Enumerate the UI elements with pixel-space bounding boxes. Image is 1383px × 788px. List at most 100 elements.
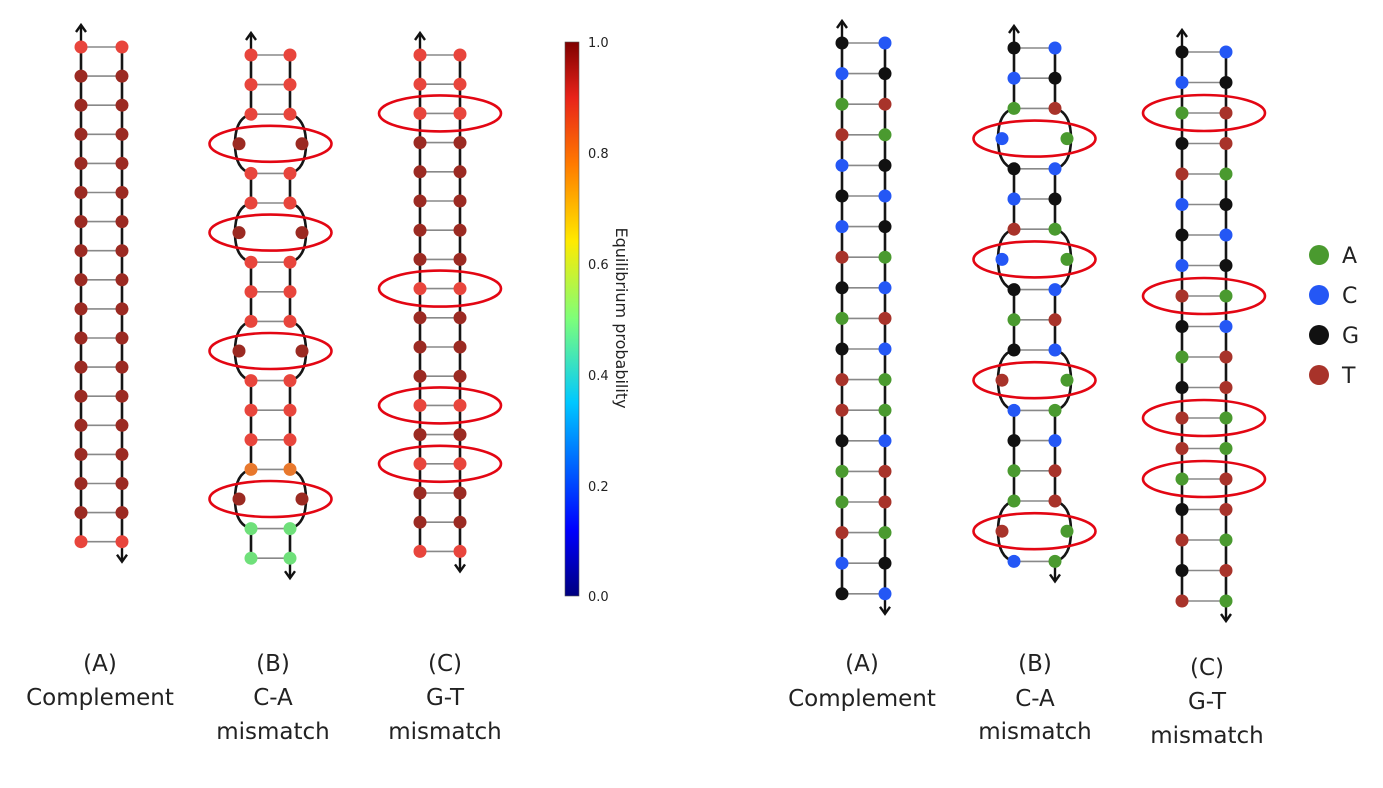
nucleotide-node [1048,403,1062,417]
nucleotide-node [1048,554,1062,568]
nucleotide-node [283,48,297,62]
nucleotide-node [1219,106,1233,120]
nucleotide-node [835,128,849,142]
nucleotide-node [1219,381,1233,394]
nucleotide-node [878,342,892,356]
nucleotide-node [453,311,467,325]
colorbar-tick: 0.8 [588,147,609,162]
strand-arrow-icon [1176,27,1188,38]
nucleotide-node [835,464,849,478]
probability-panel [74,22,503,581]
nucleotide-node [115,40,129,54]
mismatch-highlight-ring [1141,276,1267,316]
colorbar-tick: 0.4 [588,369,609,384]
nucleotide-node [453,398,467,412]
nucleotide-node [115,98,129,112]
nucleotide-node [835,526,849,540]
nucleotide-node [1007,554,1021,568]
nucleotide-node [115,69,129,83]
nucleotide-node [283,462,297,476]
captions-right: (A) Complement (B) C-A mismatch (C) G-T … [788,651,1264,749]
mismatch-highlight-ring [208,331,333,371]
mismatch-highlight-ring [208,124,333,164]
nucleotide-node [1175,228,1189,242]
nucleotide-node [1175,411,1189,425]
nucleotide-node [413,106,427,120]
nucleotide-node [413,457,427,471]
nucleotide-node [835,434,849,448]
nucleotide-node [835,373,849,387]
nucleotide-node [1048,162,1062,176]
nucleotide-node [835,67,849,81]
nucleotide-node [283,433,297,447]
mismatch-highlight-ring [1141,398,1267,438]
nucleotide-node [1048,434,1062,448]
legend-label-t: T [1341,364,1356,389]
nucleotide-node [878,464,892,478]
nucleotide-node [283,166,297,180]
nucleotide-node [283,551,297,565]
nucleotide-node [878,311,892,325]
nucleotide-node [244,255,258,269]
nucleotide-node [1219,472,1233,486]
strand-arrow-icon [879,606,891,616]
nucleotide-node [1175,533,1189,547]
caption-b-sub: mismatch [216,719,330,745]
nucleotide-node [1048,101,1062,115]
nucleotide-node [1048,41,1062,55]
nucleotide-node [115,302,129,316]
caption-c-sub: mismatch [388,719,502,745]
nucleotide-node [1060,132,1074,146]
nucleotide-node [1007,192,1021,206]
nucleotide-node [1048,343,1062,357]
nucleotide-node [878,128,892,142]
nucleotide-node [1219,76,1233,89]
nucleotide-node [1219,45,1233,59]
nucleotide-node [115,506,129,520]
caption-c-name: G-T [1188,689,1227,715]
nucleotide-node [1175,442,1189,455]
nucleotide-node [115,477,129,490]
nucleotide-node [74,360,88,374]
nucleotide-node [1048,71,1062,85]
mismatch-highlight-ring [972,119,1097,158]
nucleotide-node [995,524,1009,538]
nucleotide-node [115,215,129,229]
nucleotide-node [1219,320,1233,333]
nucleotide-node [74,156,88,170]
backbone-strand [996,48,1016,563]
nucleotide-node [244,433,258,447]
nucleotide-node [995,373,1009,387]
nucleotide-node [1048,192,1062,206]
nucleotide-node [835,250,849,264]
nucleotide-node [232,226,246,240]
sequence-panel [835,18,1267,624]
nucleotide-node [878,373,892,387]
nucleotide-node [453,194,467,208]
nucleotide-node [453,48,467,62]
nucleotide-node [878,526,892,540]
nucleotide-node [74,331,88,345]
nucleotide-node [1048,283,1062,297]
nucleotide-node [835,311,849,325]
mismatch-highlight-ring [972,360,1097,400]
nucleotide-node [413,428,427,442]
nucleotide-node [74,69,88,83]
mismatch-highlight-ring [377,444,503,484]
mismatch-highlight-ring [377,94,503,133]
nucleotide-node [295,492,309,506]
nucleotide-node [1007,71,1021,85]
nucleotide-node [413,48,427,62]
nucleotide-node [453,457,467,471]
nucleotide-node [453,486,467,500]
base-legend: A C G T [1309,244,1359,389]
nucleotide-node [1175,381,1189,394]
caption-c-name: G-T [426,685,465,711]
nucleotide-node [1007,434,1021,448]
nucleotide-node [1007,283,1021,297]
nucleotide-node [835,556,849,570]
nucleotide-node [878,220,892,234]
mismatch-highlight-ring [208,213,333,252]
nucleotide-node [995,252,1009,266]
